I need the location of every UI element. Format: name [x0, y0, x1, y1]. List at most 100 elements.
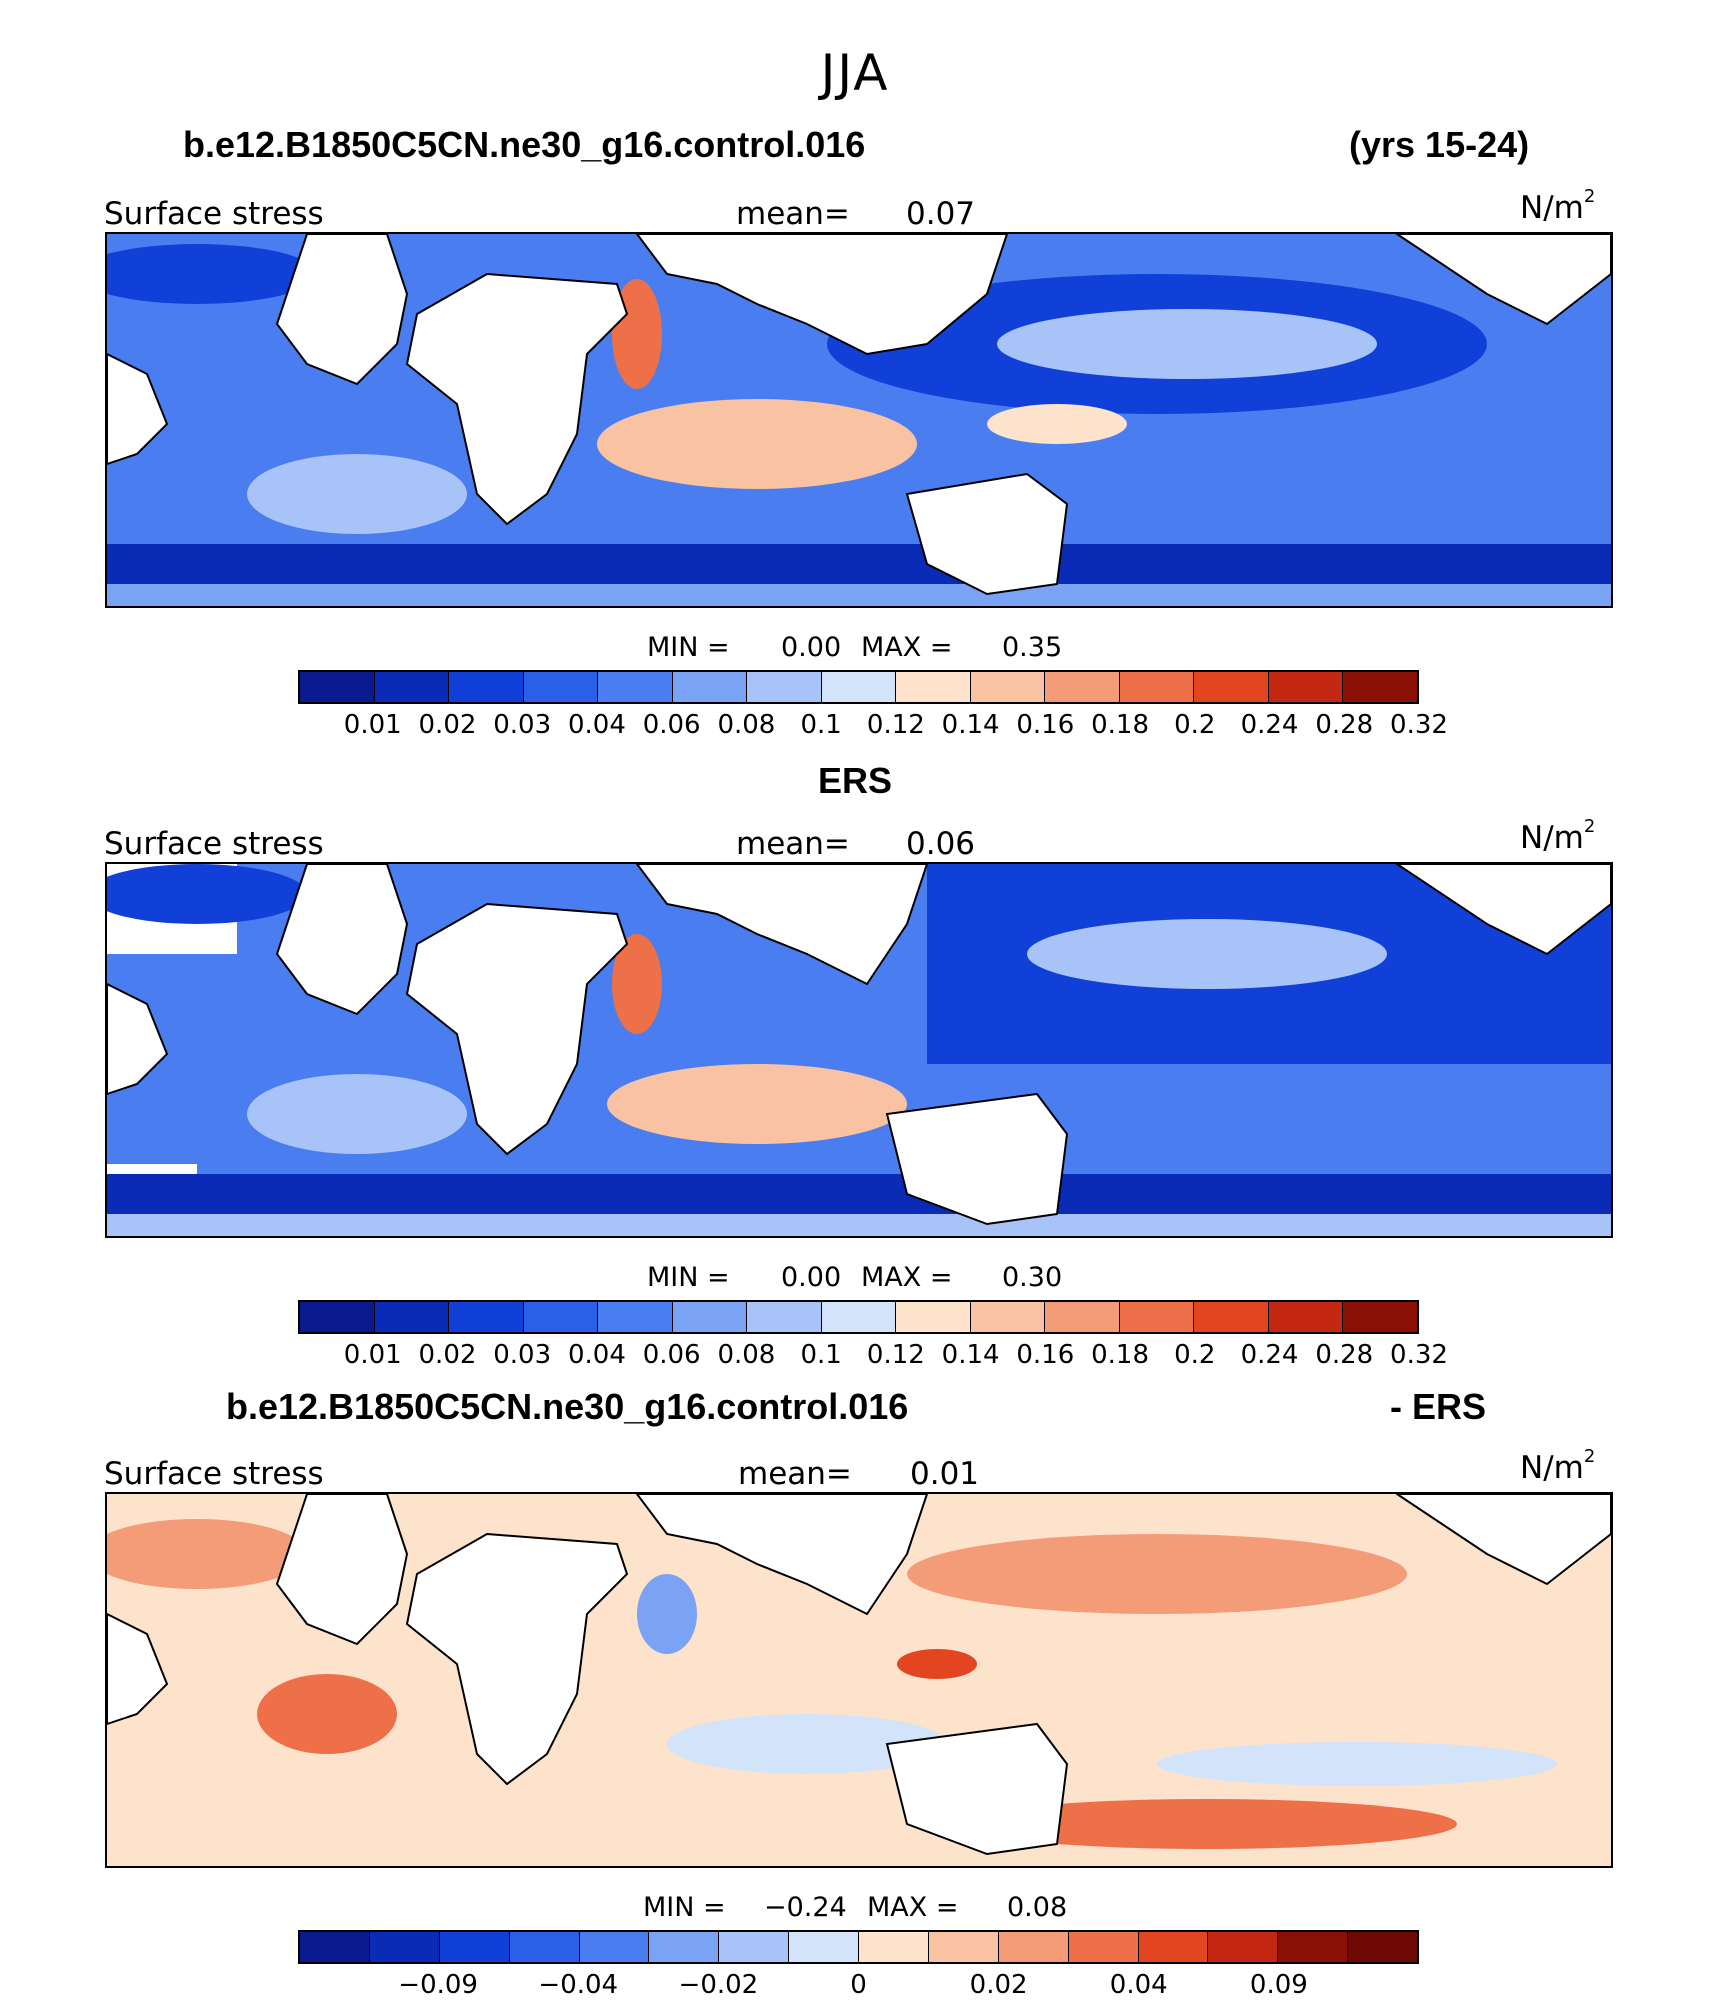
colorbar-segment — [1343, 1302, 1417, 1332]
australia-landmass — [905, 472, 1069, 596]
colorbar-segment — [821, 672, 897, 702]
colorbar-tick-label: 0.1 — [800, 710, 842, 740]
panel3-map — [105, 1492, 1613, 1868]
anomaly-arabian-sea — [637, 1574, 697, 1654]
panel3-map-svg — [107, 1494, 1611, 1866]
africa-landmass — [275, 234, 409, 386]
colorbar-segment — [1138, 1932, 1209, 1962]
colorbar-segment — [1348, 1932, 1417, 1962]
colorbar-segment — [1119, 672, 1195, 702]
panel1-case-name: b.e12.B1850C5CN.ne30_g16.control.016 — [183, 124, 866, 165]
stress-field-southern-edge — [107, 584, 1611, 606]
panel2-colorbar-ticks: 0.01 0.02 0.03 0.04 0.06 0.08 0.1 0.12 0.14 0.16 0… — [298, 1340, 1448, 1376]
colorbar-tick-label: 0.14 — [941, 1340, 1000, 1370]
stress-field-south-atlantic — [247, 1074, 467, 1154]
colorbar-tick-label: 0.01 — [343, 1340, 402, 1370]
panel1-units: N/m2 — [1520, 186, 1596, 226]
anomaly-south-pacific — [1157, 1742, 1557, 1786]
colorbar-tick-label: 0.2 — [1174, 710, 1216, 740]
colorbar-segment — [1268, 1302, 1344, 1332]
africa-landmass-2 — [405, 1532, 629, 1786]
colorbar-segment — [374, 1302, 450, 1332]
panel2-map-svg — [107, 864, 1611, 1236]
colorbar-segment — [1045, 1302, 1120, 1332]
colorbar-segment — [970, 672, 1046, 702]
panel1-mean-value: 0.07 — [906, 196, 976, 232]
anomaly-north-pacific — [907, 1534, 1407, 1614]
colorbar-segment — [896, 672, 971, 702]
colorbar-segment — [1119, 1302, 1195, 1332]
panel3-mean-value: 0.01 — [910, 1456, 980, 1492]
panel1-max-label: MAX = — [861, 632, 953, 663]
panel1-map — [105, 232, 1613, 608]
colorbar-segment — [598, 1302, 673, 1332]
colorbar-segment — [747, 672, 822, 702]
colorbar-tick-label: 0.02 — [418, 710, 477, 740]
colorbar-tick-label: 0.04 — [1109, 1970, 1168, 2000]
colorbar-tick-label: 0.04 — [567, 1340, 626, 1370]
panel2-min-label: MIN = — [647, 1262, 730, 1293]
colorbar-segment — [509, 1932, 580, 1962]
colorbar-segment — [523, 1302, 599, 1332]
colorbar-tick-label: 0.01 — [343, 710, 402, 740]
colorbar-tick-label: −0.09 — [398, 1970, 478, 2000]
colorbar-tick-label: 0.03 — [493, 710, 552, 740]
colorbar-tick-label: 0.32 — [1390, 1340, 1448, 1370]
colorbar-segment — [719, 1932, 790, 1962]
panel2-units: N/m2 — [1520, 816, 1596, 856]
colorbar-tick-label: 0.12 — [866, 710, 925, 740]
panel2-variable-label: Surface stress — [104, 826, 324, 862]
colorbar-tick-label: 0.03 — [493, 1340, 552, 1370]
panel3-colorbar — [298, 1930, 1419, 1964]
panel1-mean-label: mean= — [736, 196, 850, 232]
colorbar-tick-label: 0.02 — [418, 1340, 477, 1370]
colorbar-segment — [579, 1932, 650, 1962]
panel3-units: N/m2 — [1520, 1446, 1596, 1486]
colorbar-tick-label: 0.24 — [1240, 1340, 1299, 1370]
stress-field-south-atlantic — [247, 454, 467, 534]
colorbar-tick-label: 0.18 — [1091, 1340, 1150, 1370]
colorbar-tick-label: 0.08 — [717, 710, 776, 740]
colorbar-tick-label: 0.18 — [1091, 710, 1150, 740]
australia-landmass — [885, 1722, 1069, 1856]
colorbar-tick-label: 0.14 — [941, 710, 1000, 740]
colorbar-segment — [1278, 1932, 1349, 1962]
colorbar-tick-label: 0.09 — [1249, 1970, 1308, 2000]
colorbar-tick-label: 0 — [850, 1970, 867, 2000]
colorbar-tick-label: −0.02 — [678, 1970, 759, 2000]
stress-field-north-atlantic — [107, 244, 317, 304]
colorbar-tick-label: 0.02 — [969, 1970, 1028, 2000]
south-america-landmass — [107, 352, 169, 466]
panel2-min-value: 0.00 — [781, 1262, 842, 1293]
asia-landmass — [635, 234, 1009, 356]
colorbar-segment — [1045, 672, 1120, 702]
panel1-map-svg — [107, 234, 1611, 606]
anomaly-south-indian — [667, 1714, 947, 1774]
australia-landmass — [885, 1092, 1069, 1226]
stress-field-southern-edge — [107, 1214, 1611, 1236]
stress-field-indian-trades — [607, 1064, 907, 1144]
colorbar-segment — [523, 672, 599, 702]
panel2-mean-label: mean= — [736, 826, 850, 862]
americas-landmass — [1395, 1494, 1611, 1586]
anomaly-north-atlantic — [107, 1519, 307, 1589]
panel2-max-label: MAX = — [861, 1262, 953, 1293]
colorbar-segment — [747, 1302, 822, 1332]
colorbar-segment — [1343, 672, 1417, 702]
colorbar-segment — [300, 1932, 370, 1962]
colorbar-segment — [970, 1302, 1046, 1332]
colorbar-segment — [672, 672, 748, 702]
panel1-min-label: MIN = — [647, 632, 730, 663]
colorbar-segment — [449, 1302, 524, 1332]
panel3-variable-label: Surface stress — [104, 1456, 324, 1492]
stress-field-north-atlantic — [107, 864, 307, 924]
stress-field-southern-ocean — [107, 544, 1611, 584]
colorbar-segment — [928, 1932, 999, 1962]
colorbar-segment — [821, 1302, 897, 1332]
colorbar-segment — [998, 1932, 1069, 1962]
colorbar-tick-label: 0.06 — [642, 710, 701, 740]
colorbar-segment — [1208, 1932, 1279, 1962]
colorbar-segment — [598, 672, 673, 702]
americas-landmass — [1395, 864, 1611, 956]
panel3-case-name: b.e12.B1850C5CN.ne30_g16.control.016 — [226, 1386, 909, 1427]
